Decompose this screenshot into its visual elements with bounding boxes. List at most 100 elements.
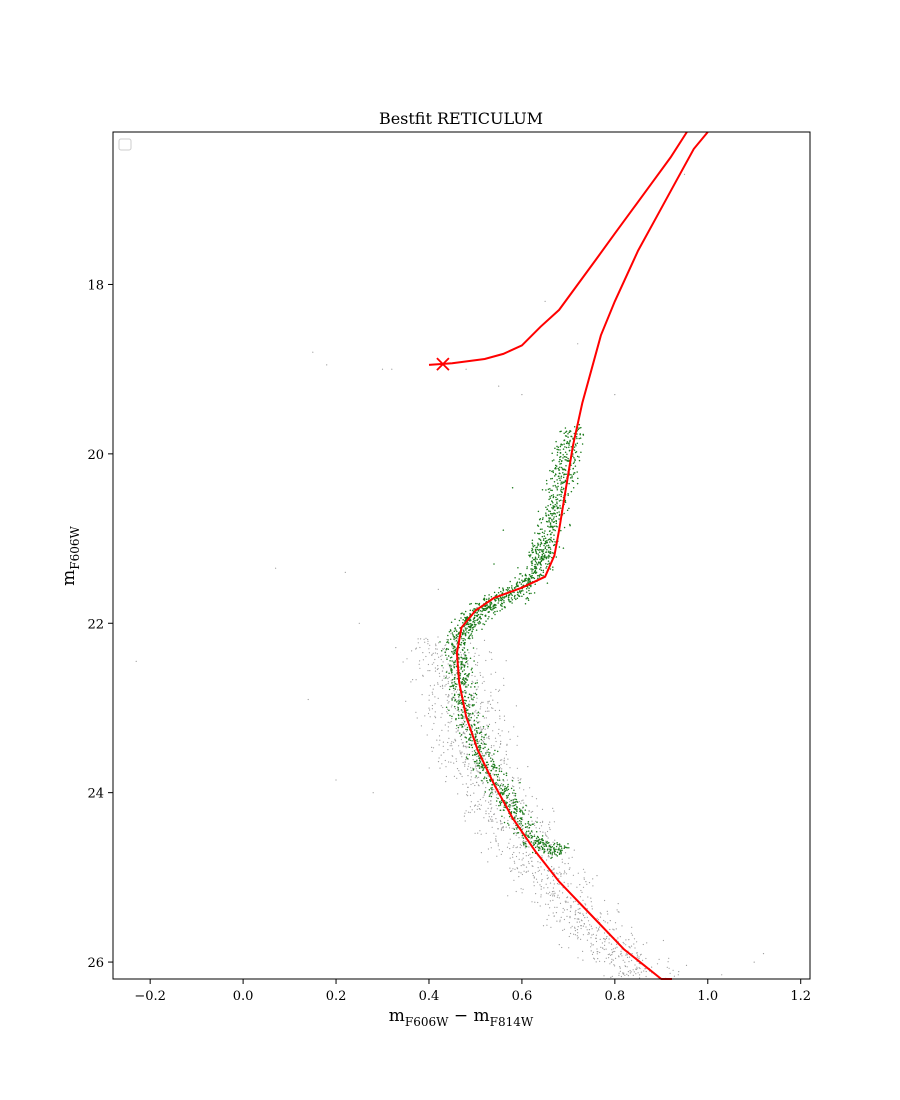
selected-star-point xyxy=(493,563,495,565)
selected-star-point xyxy=(451,671,453,674)
star-point xyxy=(463,692,465,694)
selected-star-point xyxy=(501,789,504,792)
selected-star-point xyxy=(511,486,514,489)
star-point xyxy=(531,856,533,859)
star-point xyxy=(460,738,462,741)
selected-star-point xyxy=(480,742,483,745)
selected-star-point xyxy=(477,714,479,717)
selected-star-point xyxy=(469,637,471,640)
selected-star-point xyxy=(548,519,550,522)
selected-star-point xyxy=(464,686,467,688)
selected-star-point xyxy=(464,627,467,629)
star-point xyxy=(476,679,478,681)
selected-star-point xyxy=(483,623,486,626)
star-point xyxy=(604,938,606,940)
selected-star-point xyxy=(549,503,552,506)
selected-star-point xyxy=(537,556,540,559)
star-point xyxy=(626,966,628,968)
axes-frame xyxy=(112,131,811,980)
star-point xyxy=(432,747,435,749)
star-point xyxy=(419,667,421,669)
star-point xyxy=(631,926,633,928)
star-point xyxy=(489,803,491,806)
selected-star-point xyxy=(509,806,511,808)
selected-star-point xyxy=(556,487,558,489)
selected-star-point xyxy=(492,768,494,770)
selected-star-point xyxy=(473,704,475,706)
star-point xyxy=(429,709,431,711)
selected-star-point xyxy=(458,656,460,659)
star-point xyxy=(501,785,503,787)
star-point xyxy=(574,926,576,928)
star-point xyxy=(540,896,542,898)
star-point xyxy=(506,744,508,746)
selected-star-point xyxy=(513,816,516,819)
selected-star-point xyxy=(520,583,523,585)
selected-star-point xyxy=(576,455,579,458)
selected-star-point xyxy=(550,539,552,542)
star-point xyxy=(498,709,501,712)
selected-star-point xyxy=(460,713,463,716)
star-point xyxy=(521,394,523,396)
star-point xyxy=(527,766,529,768)
star-point xyxy=(569,915,571,918)
star-point xyxy=(523,870,525,872)
selected-star-point xyxy=(468,737,471,739)
star-point xyxy=(473,792,475,794)
star-point xyxy=(538,869,541,871)
star-point xyxy=(464,820,466,822)
star-point xyxy=(537,861,539,863)
selected-star-point xyxy=(476,602,478,605)
selected-star-point xyxy=(503,600,505,602)
selected-star-point xyxy=(556,445,558,448)
selected-star-point xyxy=(527,834,529,837)
star-point xyxy=(479,674,482,677)
star-point xyxy=(501,783,503,785)
selected-star-point xyxy=(453,705,456,708)
star-point xyxy=(514,832,516,834)
selected-star-point xyxy=(581,443,584,445)
selected-star-point xyxy=(543,555,545,558)
selected-star-point xyxy=(548,845,550,848)
selected-star-point xyxy=(490,601,493,604)
selected-star-point xyxy=(548,510,550,512)
star-point xyxy=(507,758,509,760)
star-point xyxy=(422,652,424,654)
star-point xyxy=(436,668,438,671)
selected-star-point xyxy=(475,629,478,631)
star-point xyxy=(472,743,474,745)
selected-star-point xyxy=(559,507,562,509)
star-point xyxy=(479,672,481,674)
star-point xyxy=(422,675,424,677)
star-point xyxy=(447,702,449,704)
selected-star-point xyxy=(551,856,553,859)
star-point xyxy=(429,716,431,718)
selected-star-point xyxy=(551,525,553,528)
star-point xyxy=(556,920,558,922)
star-point xyxy=(450,633,452,635)
selected-star-point xyxy=(471,682,473,685)
star-point xyxy=(538,827,541,830)
star-point xyxy=(431,691,433,693)
star-point xyxy=(495,839,497,842)
selected-star-point xyxy=(500,791,502,794)
star-point xyxy=(501,730,503,732)
selected-star-point xyxy=(566,441,569,443)
selected-star-point xyxy=(499,800,501,803)
star-point xyxy=(481,752,483,755)
star-point xyxy=(521,892,523,894)
selected-star-point xyxy=(556,454,559,456)
star-point xyxy=(515,855,518,858)
star-point xyxy=(549,907,551,909)
selected-star-point xyxy=(490,769,492,772)
selected-star-point xyxy=(551,460,554,462)
selected-star-point xyxy=(513,597,516,599)
star-point xyxy=(581,891,583,894)
selected-star-point xyxy=(551,507,553,509)
star-point xyxy=(524,841,526,843)
star-point xyxy=(428,699,430,701)
selected-star-point xyxy=(457,714,460,717)
selected-star-point xyxy=(488,597,490,600)
star-point xyxy=(503,715,505,717)
